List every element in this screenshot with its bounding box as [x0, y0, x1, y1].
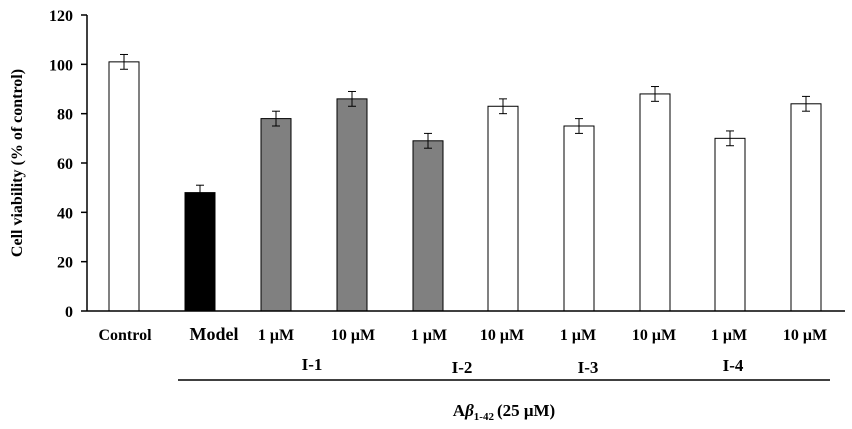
treatment-label: Aβ1-42(25 μM)	[453, 401, 555, 423]
y-tick-label: 40	[57, 205, 73, 222]
y-ticks-layer: 0 20 40 60 80 100 120	[49, 8, 87, 321]
y-tick-label: 20	[57, 255, 73, 272]
x-tick-label: 1 μM	[258, 327, 294, 344]
y-tick-label: 100	[49, 57, 73, 74]
x-tick-label: 1 μM	[411, 327, 447, 344]
treatment-beta: β	[464, 401, 474, 420]
treatment-subscript: 1-42	[474, 411, 495, 423]
y-tick-label: 120	[49, 8, 73, 25]
bar-chart: 0 20 40 60 80 100 120 Control Model 1 μM 10 μM 1 μ…	[0, 0, 852, 429]
bars-layer	[109, 54, 821, 311]
bar	[261, 119, 291, 311]
x-tick-label: 1 μM	[560, 327, 596, 344]
treatment-prefix: A	[453, 401, 466, 420]
bar	[791, 104, 821, 311]
bar	[109, 62, 139, 311]
bar	[337, 99, 367, 311]
bar	[413, 141, 443, 311]
bar	[185, 193, 215, 311]
bar	[640, 94, 670, 311]
group-label: I-2	[452, 358, 473, 377]
y-tick-label: 80	[57, 107, 73, 124]
treatment-suffix: (25 μM)	[497, 401, 555, 420]
bar	[488, 106, 518, 311]
x-tick-label: 1 μM	[711, 327, 747, 344]
bar	[564, 126, 594, 311]
x-tick-label: 10 μM	[783, 327, 827, 344]
group-label: I-4	[723, 356, 744, 375]
x-labels-layer: Control Model 1 μM 10 μM 1 μM 10 μM 1 μM 10 μM 1…	[98, 324, 827, 344]
group-labels-layer: I-1 I-2 I-3 I-4	[302, 355, 744, 377]
x-tick-label: 10 μM	[632, 327, 676, 344]
group-label: I-3	[578, 358, 599, 377]
x-tick-label: Model	[190, 324, 239, 344]
group-label: I-1	[302, 355, 323, 374]
y-tick-label: 0	[65, 304, 73, 321]
x-tick-label: 10 μM	[480, 327, 524, 344]
y-axis-label: Cell viability (% of control)	[9, 69, 26, 257]
x-tick-label: Control	[98, 327, 152, 344]
y-tick-label: 60	[57, 156, 73, 173]
x-tick-label: 10 μM	[331, 327, 375, 344]
bar	[715, 138, 745, 311]
